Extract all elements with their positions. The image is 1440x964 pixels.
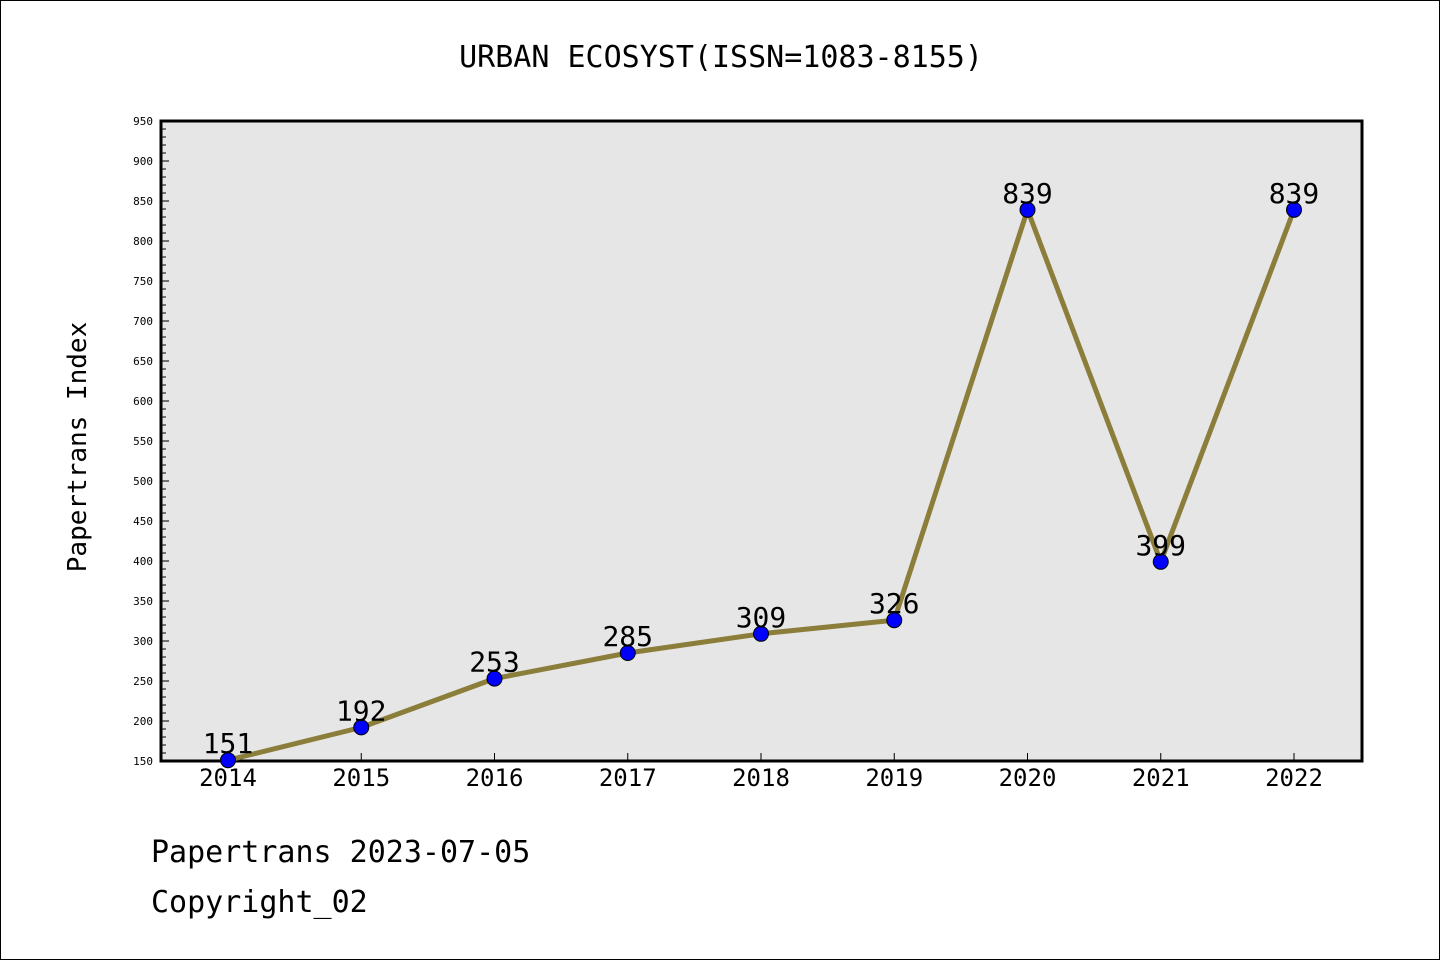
y-tick-label: 400 (133, 555, 153, 568)
y-tick-label: 550 (133, 435, 153, 448)
x-tick-label: 2022 (1265, 764, 1323, 792)
x-tick-label: 2018 (732, 764, 790, 792)
data-point-marker (353, 719, 370, 736)
data-label: 399 (1135, 529, 1186, 562)
y-tick-label: 700 (133, 315, 153, 328)
data-point-marker (486, 670, 503, 687)
data-point-marker (886, 612, 903, 629)
y-tick-label: 900 (133, 155, 153, 168)
y-tick-label: 850 (133, 195, 153, 208)
copyright-text: Copyright_02 (151, 885, 368, 920)
series-group (220, 201, 1302, 769)
y-tick-label: 350 (133, 595, 153, 608)
data-label: 839 (1002, 177, 1053, 210)
y-tick-label: 950 (133, 115, 153, 128)
data-point-marker (220, 752, 236, 769)
data-point-marker (1286, 201, 1302, 218)
y-axis-label: Papertrans Index (63, 322, 93, 572)
y-tick-label: 650 (133, 355, 153, 368)
data-point-marker (619, 645, 636, 661)
y-tick-label: 500 (133, 475, 153, 488)
data-label: 253 (469, 646, 520, 679)
data-label: 192 (336, 694, 387, 727)
x-tick-label: 2014 (199, 764, 257, 792)
data-point-marker (753, 625, 769, 642)
data-label-group: 151 192 253 285 309 326 839 399 839 (203, 177, 1320, 760)
data-label: 326 (869, 587, 920, 620)
y-tick-label: 300 (133, 635, 153, 648)
x-tick-label: 2016 (466, 764, 524, 792)
y-axis-ticks: 150 200 250 300 350 400 450 500 550 600 650 700 750 8… (133, 115, 169, 768)
y-tick-label: 250 (133, 675, 153, 688)
y-tick-label: 150 (133, 755, 153, 768)
x-tick-label: 2020 (999, 764, 1057, 792)
x-tick-label: 2021 (1132, 764, 1190, 792)
source-date-text: Papertrans 2023-07-05 (151, 835, 531, 870)
y-tick-label: 200 (133, 715, 153, 728)
data-label: 309 (736, 601, 787, 634)
y-tick-label: 450 (133, 515, 153, 528)
data-label: 839 (1269, 177, 1320, 210)
x-tick-label: 2015 (332, 764, 390, 792)
data-point-marker (1152, 553, 1169, 570)
x-tick-label: 2017 (599, 764, 657, 792)
y-tick-label: 600 (133, 395, 153, 408)
plot-area (159, 119, 1364, 763)
chart-title: URBAN ECOSYST(ISSN=1083-8155) (459, 40, 983, 75)
y-tick-label: 800 (133, 235, 153, 248)
data-label: 285 (602, 620, 653, 653)
y-tick-label: 750 (133, 275, 153, 288)
x-tick-label: 2019 (865, 764, 923, 792)
x-axis-ticks: 2014 2015 2016 2017 2018 2019 2020 2021 2022 (199, 753, 1323, 792)
data-label: 151 (203, 727, 254, 760)
data-point-marker (1019, 201, 1036, 218)
